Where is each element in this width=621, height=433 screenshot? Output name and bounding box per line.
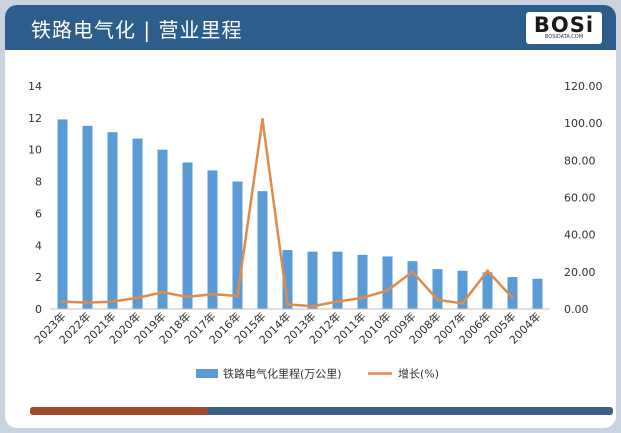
bar-series: [57, 119, 543, 309]
bar: [182, 162, 193, 309]
line-point: [111, 300, 114, 304]
line-point: [361, 296, 364, 300]
left-tick-label: 4: [35, 239, 42, 252]
right-axis: 0.00 20.00 40.00 60.00 80.00 100.00 120.00: [564, 80, 603, 316]
bar: [482, 272, 493, 309]
line-point: [461, 301, 464, 305]
bar: [432, 269, 443, 309]
bar: [107, 132, 118, 309]
left-tick-label: 12: [28, 112, 42, 125]
chart-card: 铁路电气化 | 营业里程 BOSi BOSIDATA.COM: [5, 5, 616, 428]
left-tick-label: 14: [28, 80, 42, 93]
chart-area: 0 2 4 6 8 10 12 14 0.00 20.00 40.00 60.00 80.00 100.…: [28, 80, 603, 381]
line-point: [61, 300, 64, 304]
legend-bar-label: 铁路电气化里程(万公里): [223, 367, 342, 381]
brand-logo: BOSi BOSIDATA.COM: [526, 12, 602, 44]
right-tick-label: 80.00: [564, 154, 596, 167]
right-tick-label: 0.00: [564, 303, 589, 316]
line-point: [261, 117, 264, 121]
bar: [82, 125, 93, 309]
bar: [507, 277, 518, 309]
line-point: [136, 296, 139, 300]
left-tick-label: 10: [28, 144, 42, 157]
bar: [357, 254, 368, 309]
line-point: [86, 301, 89, 305]
bar: [132, 138, 143, 309]
line-point: [336, 300, 339, 304]
bar: [282, 250, 293, 309]
line-point: [486, 269, 489, 273]
line-point: [386, 288, 389, 292]
footer-bar: [30, 407, 613, 415]
legend-line-label: 增长(%): [398, 367, 439, 381]
line-point: [186, 295, 189, 299]
left-tick-label: 8: [35, 176, 42, 189]
line-series: [61, 117, 514, 308]
left-tick-label: 2: [35, 271, 42, 284]
right-tick-label: 60.00: [564, 192, 596, 205]
line-point: [236, 294, 239, 298]
page-title: 铁路电气化 | 营业里程: [31, 18, 243, 42]
left-axis: 0 2 4 6 8 10 12 14: [28, 80, 42, 316]
right-tick-label: 40.00: [564, 229, 596, 242]
line-point: [311, 304, 314, 308]
line-point: [161, 290, 164, 294]
line-point: [286, 302, 289, 306]
legend: 铁路电气化里程(万公里) 增长(%): [196, 367, 439, 381]
logo-subtext: BOSIDATA.COM: [544, 34, 584, 40]
bar: [257, 191, 268, 309]
x-axis: 2023年2022年2021年2020年2019年2018年2017年2016年…: [31, 308, 550, 347]
line-point: [436, 298, 439, 302]
left-tick-label: 6: [35, 207, 42, 220]
logo-text: BOSi: [533, 13, 595, 37]
bar: [157, 149, 168, 309]
bar: [332, 251, 343, 309]
header-bar: 铁路电气化 | 营业里程 BOSi BOSIDATA.COM: [5, 5, 616, 50]
line-point: [411, 270, 414, 274]
left-tick-label: 0: [35, 303, 42, 316]
bar: [382, 256, 393, 309]
bar: [232, 181, 243, 309]
footer-accent: [30, 407, 208, 415]
right-tick-label: 20.00: [564, 266, 596, 279]
bar: [407, 261, 418, 309]
bar: [57, 119, 68, 309]
line-point: [211, 292, 214, 296]
legend-bar-swatch: [196, 369, 218, 378]
bar: [207, 170, 218, 309]
bar: [532, 278, 543, 309]
bar: [307, 251, 318, 309]
bar: [457, 270, 468, 309]
right-tick-label: 120.00: [564, 80, 603, 93]
line-point: [511, 296, 514, 300]
right-tick-label: 100.00: [564, 117, 603, 130]
